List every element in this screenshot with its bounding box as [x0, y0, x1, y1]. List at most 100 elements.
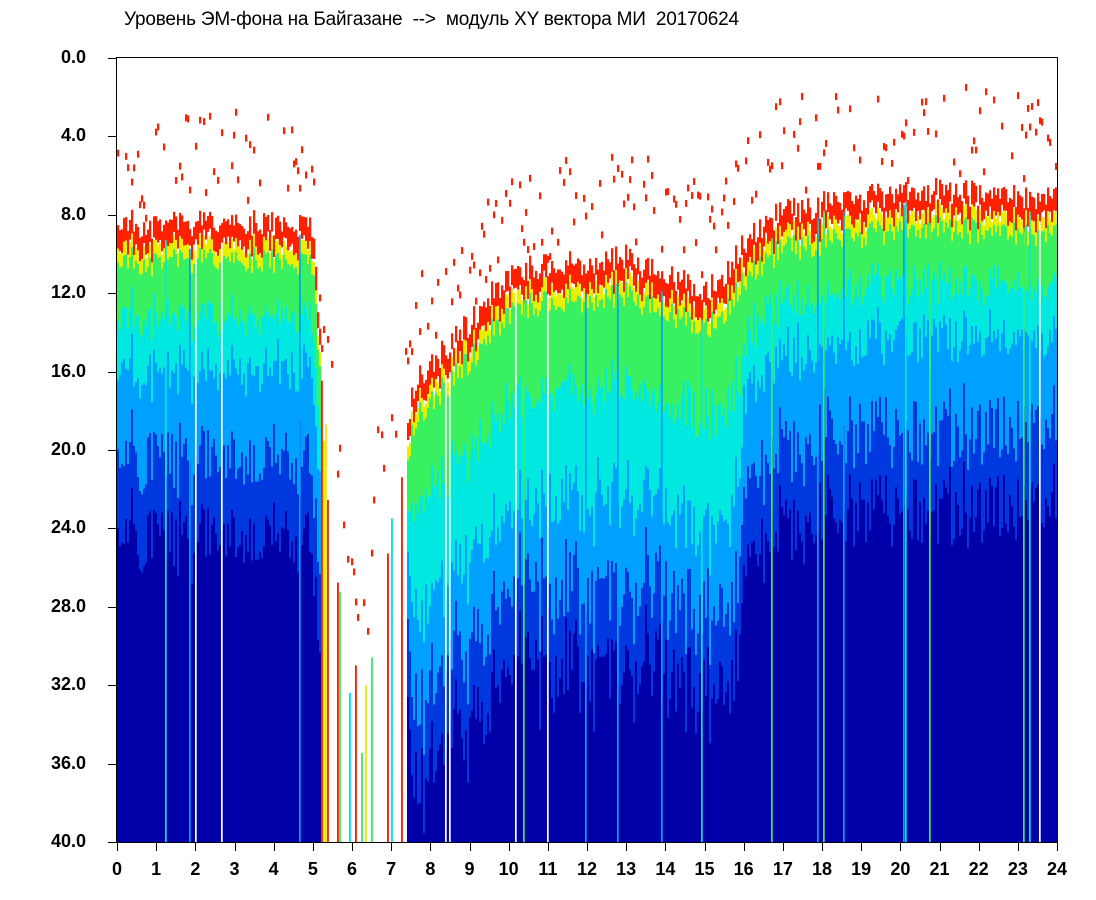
heatmap-cell [519, 267, 522, 286]
heatmap-cell [977, 242, 980, 301]
heatmap-cell [337, 582, 339, 842]
heatmap-cell [659, 384, 662, 468]
heatmap-cell [1053, 463, 1056, 842]
y-tick-label: 4.0 [60, 125, 86, 146]
heatmap-cell [635, 518, 638, 583]
heatmap-cell [237, 468, 240, 558]
heatmap-cell [311, 237, 314, 259]
heatmap-cell [529, 174, 532, 182]
heatmap-cell [493, 493, 496, 571]
heatmap-cell [1005, 445, 1008, 540]
heatmap-cell [521, 277, 524, 295]
heatmap-cell [211, 370, 214, 447]
heatmap-cell [801, 223, 804, 238]
heatmap-cell [875, 232, 878, 274]
heatmap-cell [959, 281, 962, 351]
heatmap-cell [277, 252, 280, 299]
heatmap-cell [351, 558, 354, 566]
heatmap-cell [699, 192, 702, 200]
heatmap-cell [901, 432, 904, 544]
heatmap-cell [431, 721, 434, 842]
heatmap-cell [607, 638, 610, 842]
heatmap-cell [203, 249, 206, 303]
heatmap-cell [183, 259, 186, 308]
heatmap-cell [815, 456, 818, 560]
heatmap-cell [319, 365, 322, 428]
heatmap-cell [181, 535, 184, 842]
heatmap-cell [749, 271, 752, 331]
heatmap-cell [657, 561, 660, 653]
heatmap-cell [949, 219, 952, 267]
heatmap-cell [183, 350, 186, 444]
heatmap-cell [377, 426, 380, 434]
heatmap-cell [445, 355, 448, 381]
heatmap-cell [743, 272, 746, 286]
heatmap-cell [287, 263, 290, 321]
heatmap-cell [801, 356, 804, 464]
heatmap-cell [1033, 330, 1036, 423]
heatmap-cell [577, 295, 580, 402]
heatmap-cell [453, 348, 456, 367]
heatmap-cell [593, 653, 596, 733]
heatmap-cell [889, 269, 892, 334]
heatmap-cell [611, 248, 614, 275]
heatmap-cell [957, 234, 960, 295]
heatmap-cell [1027, 207, 1030, 227]
heatmap-cell [543, 578, 546, 714]
heatmap-cell [465, 534, 468, 652]
heatmap-cell [599, 179, 602, 187]
heatmap-cell [939, 203, 942, 217]
heatmap-cell [699, 594, 702, 721]
heatmap-cell [835, 195, 838, 223]
heatmap-cell [493, 335, 496, 415]
heatmap-cell [675, 548, 678, 633]
heatmap-cell [651, 258, 654, 291]
heatmap-cell [487, 713, 490, 842]
heatmap-cell [675, 328, 678, 418]
heatmap-cell [1013, 448, 1016, 530]
heatmap-cell [539, 296, 542, 311]
heatmap-cell [663, 302, 666, 317]
heatmap-cell [147, 515, 150, 842]
heatmap-cell [619, 294, 622, 398]
heatmap-cell [1025, 291, 1028, 332]
heatmap-cell [861, 357, 864, 422]
heatmap-cell [863, 296, 866, 356]
heatmap-cell [479, 418, 482, 544]
heatmap-cell [527, 304, 530, 319]
heatmap-cell [885, 397, 888, 493]
y-tick-mark [108, 450, 116, 451]
heatmap-cell [611, 285, 614, 360]
heatmap-cell [131, 233, 134, 248]
heatmap-cell [927, 320, 930, 433]
heatmap-cell [437, 750, 440, 842]
heatmap-cell [701, 271, 704, 279]
heatmap-cell [877, 220, 880, 264]
heatmap-cell [805, 437, 808, 568]
heatmap-cell [1045, 497, 1048, 842]
heatmap-cell [687, 274, 690, 291]
heatmap-cell [1005, 347, 1008, 446]
heatmap-cell [989, 308, 992, 400]
heatmap-cell [673, 282, 676, 304]
heatmap-cell [231, 509, 234, 842]
heatmap-cell [493, 321, 496, 336]
heatmap-cell [963, 220, 966, 268]
heatmap-cell [491, 401, 494, 531]
heatmap-cell [735, 456, 738, 552]
heatmap-cell [543, 656, 546, 842]
heatmap-cell [319, 294, 322, 302]
heatmap-cell [665, 188, 668, 196]
heatmap-cell [643, 269, 646, 289]
heatmap-cell [291, 226, 294, 244]
heatmap-cell [321, 345, 324, 352]
heatmap-cell [417, 408, 420, 422]
heatmap-cell [419, 496, 422, 632]
heatmap-cell [221, 223, 224, 244]
heatmap-cell [705, 281, 708, 313]
heatmap-cell [617, 263, 620, 291]
heatmap-cell [959, 535, 962, 842]
heatmap-cell [767, 243, 770, 258]
heatmap-cell [473, 685, 476, 842]
heatmap-cell [1001, 211, 1004, 226]
